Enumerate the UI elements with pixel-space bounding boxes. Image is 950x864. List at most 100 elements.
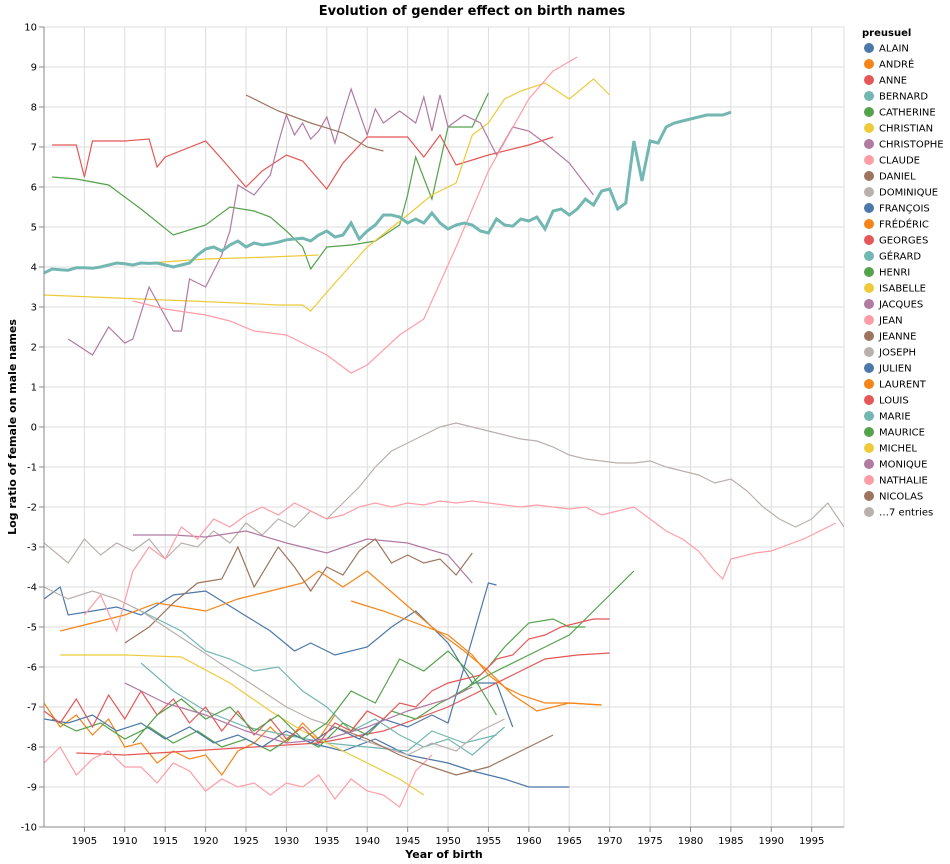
legend-swatch bbox=[864, 155, 874, 165]
x-tick-label: 1950 bbox=[435, 836, 460, 847]
series-line-alain bbox=[310, 738, 570, 788]
x-tick-label: 1990 bbox=[759, 836, 784, 847]
y-tick-label: -5 bbox=[27, 623, 37, 634]
legend-swatch bbox=[864, 267, 874, 277]
y-tick-label: 0 bbox=[31, 423, 37, 434]
legend-label: CHRISTIAN bbox=[879, 124, 933, 135]
legend-swatch bbox=[864, 251, 874, 261]
legend-label: FRANÇOIS bbox=[879, 204, 930, 215]
y-tick-label: -4 bbox=[27, 583, 37, 594]
legend-label: JOSEPH bbox=[878, 348, 916, 359]
series-line-jean bbox=[44, 746, 433, 808]
x-tick-label: 1965 bbox=[557, 836, 582, 847]
x-tick-label: 1935 bbox=[314, 836, 339, 847]
legend-label: MICHEL bbox=[879, 444, 917, 455]
legend-label: MARIE bbox=[879, 412, 911, 423]
y-tick-label: 8 bbox=[31, 103, 37, 114]
x-tick-label: 1955 bbox=[476, 836, 501, 847]
y-tick-label: -7 bbox=[27, 703, 37, 714]
legend-swatch bbox=[864, 43, 874, 53]
y-axis-title: Log ratio of female on male names bbox=[6, 319, 19, 535]
legend-label: ANDRÉ bbox=[879, 58, 914, 71]
legend-label: MONIQUE bbox=[879, 460, 927, 471]
legend-swatch bbox=[864, 59, 874, 69]
legend-title: preusuel bbox=[862, 28, 911, 39]
series-line-marie bbox=[44, 110, 732, 275]
legend-swatch bbox=[864, 427, 874, 437]
series-line-nathalie bbox=[83, 500, 837, 633]
series-line-christian bbox=[44, 78, 611, 312]
legend-swatch bbox=[864, 475, 874, 485]
x-tick-label: 1915 bbox=[152, 836, 177, 847]
legend-label: JACQUES bbox=[878, 300, 923, 311]
legend-swatch-more bbox=[864, 507, 874, 517]
series-line-henri-2 bbox=[447, 570, 635, 700]
series-line-monique bbox=[124, 682, 473, 744]
x-tick-label: 1925 bbox=[233, 836, 258, 847]
legend-label: CLAUDE bbox=[879, 156, 920, 167]
legend-more-label: …7 entries bbox=[879, 508, 933, 519]
legend-swatch bbox=[864, 443, 874, 453]
x-tick-label: 1905 bbox=[72, 836, 97, 847]
series-line-andr- bbox=[44, 702, 368, 777]
legend-swatch bbox=[864, 203, 874, 213]
x-tick-label: 1985 bbox=[718, 836, 743, 847]
x-axis-title: Year of birth bbox=[404, 848, 482, 861]
series-line-catherine bbox=[52, 92, 489, 271]
legend-swatch bbox=[864, 459, 874, 469]
series-line-christophe bbox=[67, 87, 594, 356]
legend-label: BERNARD bbox=[879, 92, 928, 103]
legend-swatch bbox=[864, 219, 874, 229]
legend-label: LOUIS bbox=[879, 396, 909, 407]
series-line-joseph bbox=[44, 586, 505, 756]
y-tick-label: -9 bbox=[27, 783, 37, 794]
y-tick-label: 7 bbox=[31, 143, 37, 154]
series-line-jacques bbox=[132, 530, 473, 584]
legend-swatch bbox=[864, 315, 874, 325]
legend-label: CHRISTOPHE bbox=[879, 140, 944, 151]
series-line-isabelle bbox=[60, 654, 425, 796]
series-line-anne bbox=[52, 133, 554, 191]
y-tick-label: -8 bbox=[27, 743, 37, 754]
legend-swatch bbox=[864, 235, 874, 245]
series-line-maurice bbox=[132, 650, 498, 744]
series-line-claude bbox=[132, 56, 578, 374]
legend-swatch bbox=[864, 411, 874, 421]
legend-label: DOMINIQUE bbox=[879, 188, 938, 199]
x-tick-label: 1995 bbox=[799, 836, 824, 847]
x-tick-label: 1920 bbox=[193, 836, 218, 847]
series-line-daniel bbox=[245, 94, 384, 152]
legend-swatch bbox=[864, 171, 874, 181]
legend-label: NATHALIE bbox=[879, 476, 928, 487]
series-line-georges bbox=[76, 652, 610, 756]
y-tick-label: -10 bbox=[21, 823, 37, 834]
x-tick-label: 1970 bbox=[597, 836, 622, 847]
x-tick-label: 1960 bbox=[516, 836, 541, 847]
legend-label: NICOLAS bbox=[879, 492, 923, 503]
legend-swatch bbox=[864, 187, 874, 197]
series-line-fr-d-ric bbox=[60, 570, 602, 712]
y-tick-label: 2 bbox=[31, 343, 37, 354]
y-tick-label: 3 bbox=[31, 303, 37, 314]
legend-label: LAURENT bbox=[879, 380, 927, 391]
legend-swatch bbox=[864, 123, 874, 133]
legend-label: ALAIN bbox=[879, 44, 909, 55]
legend-swatch bbox=[864, 491, 874, 501]
y-tick-label: 10 bbox=[24, 23, 37, 34]
legend-label: CATHERINE bbox=[879, 108, 936, 119]
x-tick-label: 1930 bbox=[274, 836, 299, 847]
series-line-dominique bbox=[44, 422, 844, 564]
legend-swatch bbox=[864, 363, 874, 373]
legend-swatch bbox=[864, 91, 874, 101]
series-line-g-rard bbox=[132, 606, 505, 756]
y-tick-label: -1 bbox=[27, 463, 37, 474]
y-tick-label: 5 bbox=[31, 223, 37, 234]
legend-label: GÉRARD bbox=[879, 250, 921, 263]
y-tick-label: 9 bbox=[31, 63, 37, 74]
y-tick-label: -3 bbox=[27, 543, 37, 554]
chart-title: Evolution of gender effect on birth name… bbox=[319, 4, 626, 19]
legend-label: JEAN bbox=[878, 316, 903, 327]
legend-label: ANNE bbox=[879, 76, 907, 87]
